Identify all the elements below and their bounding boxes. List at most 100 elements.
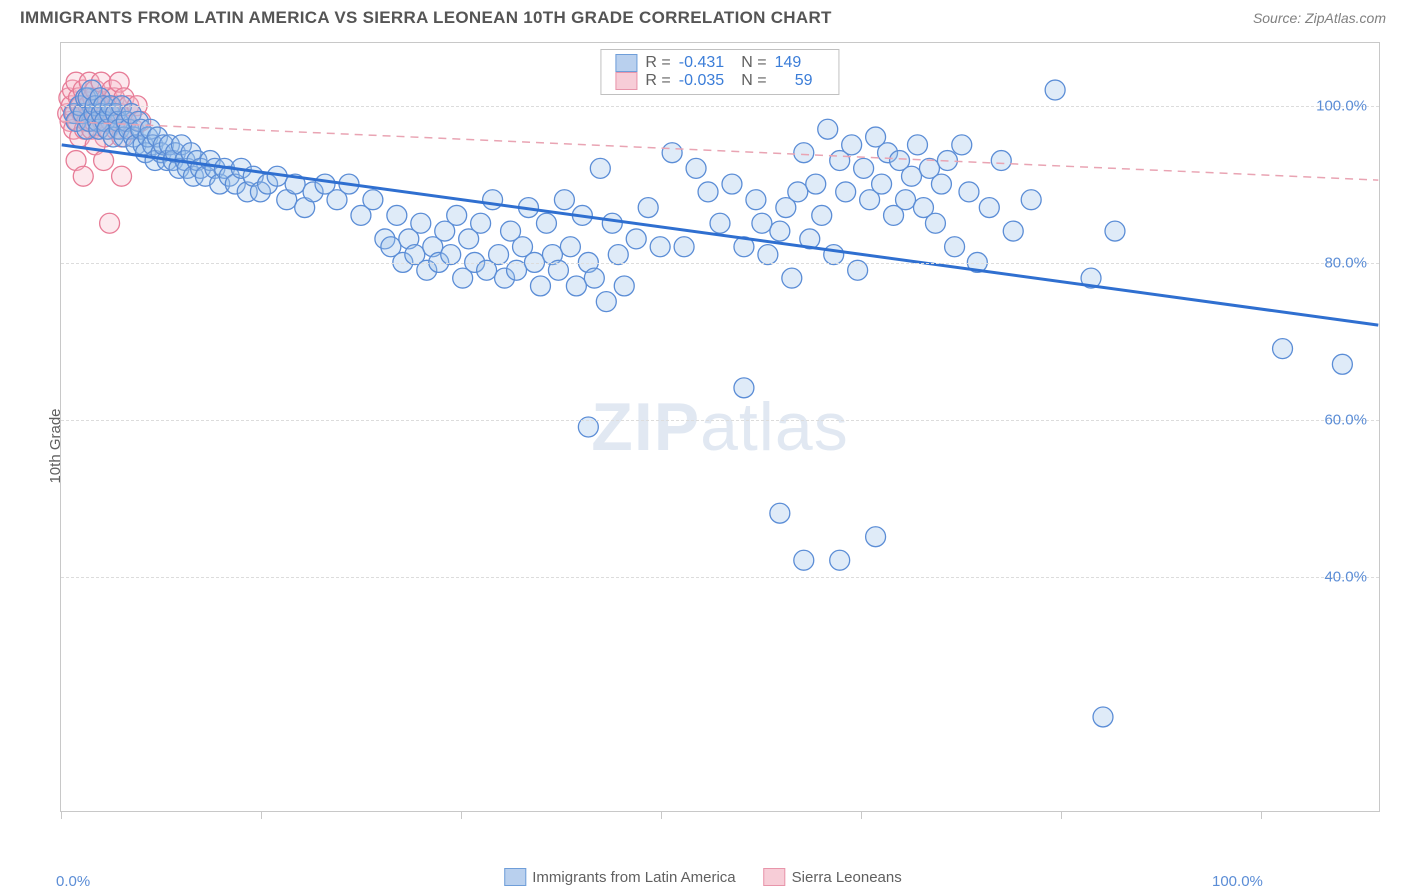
x-tick: [261, 811, 262, 819]
y-tick-label: 100.0%: [1316, 97, 1367, 114]
series-legend-item-blue: Immigrants from Latin America: [504, 868, 735, 886]
scatter-point-blue: [925, 213, 945, 233]
scatter-point-blue: [806, 174, 826, 194]
legend-r-label: R =: [645, 54, 670, 72]
gridline-horizontal: [61, 106, 1379, 107]
y-tick-label: 40.0%: [1324, 569, 1367, 586]
scatter-point-pink: [94, 151, 114, 171]
scatter-point-blue: [752, 213, 772, 233]
scatter-point-blue: [770, 503, 790, 523]
x-tick-label: 0.0%: [56, 873, 90, 890]
x-tick: [461, 811, 462, 819]
scatter-point-blue: [1021, 190, 1041, 210]
scatter-point-blue: [1045, 80, 1065, 100]
scatter-point-blue: [626, 229, 646, 249]
scatter-point-blue: [794, 550, 814, 570]
legend-swatch-blue: [615, 54, 637, 72]
scatter-point-blue: [650, 237, 670, 257]
scatter-point-pink: [100, 213, 120, 233]
x-tick-label: 100.0%: [1212, 873, 1263, 890]
scatter-point-blue: [959, 182, 979, 202]
scatter-point-blue: [830, 550, 850, 570]
scatter-point-pink: [112, 166, 132, 186]
scatter-point-blue: [1105, 221, 1125, 241]
x-tick: [1261, 811, 1262, 819]
scatter-point-blue: [896, 190, 916, 210]
legend-n-value-pink: 59: [775, 72, 813, 90]
scatter-point-blue: [794, 143, 814, 163]
legend-r-value-blue: -0.431: [679, 54, 729, 72]
scatter-point-blue: [483, 190, 503, 210]
scatter-point-blue: [363, 190, 383, 210]
scatter-point-blue: [945, 237, 965, 257]
scatter-point-blue: [788, 182, 808, 202]
scatter-point-blue: [991, 151, 1011, 171]
x-tick: [61, 811, 62, 819]
scatter-point-blue: [758, 245, 778, 265]
gridline-horizontal: [61, 420, 1379, 421]
scatter-point-blue: [560, 237, 580, 257]
scatter-point-blue: [638, 198, 658, 218]
scatter-point-blue: [1273, 339, 1293, 359]
correlation-legend-row-blue: R = -0.431 N = 149: [615, 54, 824, 72]
chart-header: IMMIGRANTS FROM LATIN AMERICA VS SIERRA …: [0, 0, 1406, 32]
correlation-legend-row-pink: R = -0.035 N = 59: [615, 72, 824, 90]
scatter-point-blue: [596, 292, 616, 312]
scatter-point-blue: [746, 190, 766, 210]
scatter-plot-svg: [61, 43, 1379, 811]
scatter-point-blue: [824, 245, 844, 265]
scatter-point-blue: [872, 174, 892, 194]
scatter-point-blue: [1332, 354, 1352, 374]
scatter-point-blue: [979, 198, 999, 218]
series-label-blue: Immigrants from Latin America: [532, 869, 735, 886]
scatter-point-blue: [387, 205, 407, 225]
scatter-point-blue: [770, 221, 790, 241]
scatter-point-blue: [710, 213, 730, 233]
scatter-point-blue: [686, 158, 706, 178]
scatter-point-blue: [812, 205, 832, 225]
scatter-point-blue: [854, 158, 874, 178]
chart-plot-area: ZIPatlas R = -0.431 N = 149 R = -0.035 N…: [60, 42, 1380, 812]
scatter-point-blue: [614, 276, 634, 296]
scatter-point-blue: [566, 276, 586, 296]
scatter-point-blue: [590, 158, 610, 178]
scatter-point-blue: [608, 245, 628, 265]
scatter-point-blue: [536, 213, 556, 233]
scatter-point-blue: [489, 245, 509, 265]
scatter-point-blue: [952, 135, 972, 155]
scatter-point-blue: [602, 213, 622, 233]
x-tick: [861, 811, 862, 819]
scatter-point-blue: [530, 276, 550, 296]
legend-n-label: N =: [737, 72, 767, 90]
gridline-horizontal: [61, 263, 1379, 264]
scatter-point-blue: [1093, 707, 1113, 727]
gridline-horizontal: [61, 577, 1379, 578]
scatter-point-blue: [411, 213, 431, 233]
scatter-point-blue: [1003, 221, 1023, 241]
correlation-legend: R = -0.431 N = 149 R = -0.035 N = 59: [600, 49, 839, 95]
source-attribution: Source: ZipAtlas.com: [1253, 10, 1386, 26]
scatter-point-blue: [441, 245, 461, 265]
series-label-pink: Sierra Leoneans: [792, 869, 902, 886]
scatter-point-blue: [866, 527, 886, 547]
legend-swatch-pink: [615, 72, 637, 90]
scatter-point-blue: [447, 205, 467, 225]
legend-swatch-blue: [504, 868, 526, 886]
scatter-point-blue: [471, 213, 491, 233]
scatter-point-blue: [734, 378, 754, 398]
scatter-point-blue: [662, 143, 682, 163]
scatter-point-blue: [842, 135, 862, 155]
series-legend-item-pink: Sierra Leoneans: [764, 868, 902, 886]
scatter-point-blue: [674, 237, 694, 257]
legend-r-label: R =: [645, 72, 670, 90]
scatter-point-blue: [902, 166, 922, 186]
scatter-point-blue: [722, 174, 742, 194]
x-tick: [1061, 811, 1062, 819]
scatter-point-blue: [908, 135, 928, 155]
y-tick-label: 80.0%: [1324, 255, 1367, 272]
scatter-point-pink: [73, 166, 93, 186]
x-tick: [661, 811, 662, 819]
y-tick-label: 60.0%: [1324, 412, 1367, 429]
series-legend: Immigrants from Latin America Sierra Leo…: [504, 868, 901, 886]
scatter-point-blue: [836, 182, 856, 202]
